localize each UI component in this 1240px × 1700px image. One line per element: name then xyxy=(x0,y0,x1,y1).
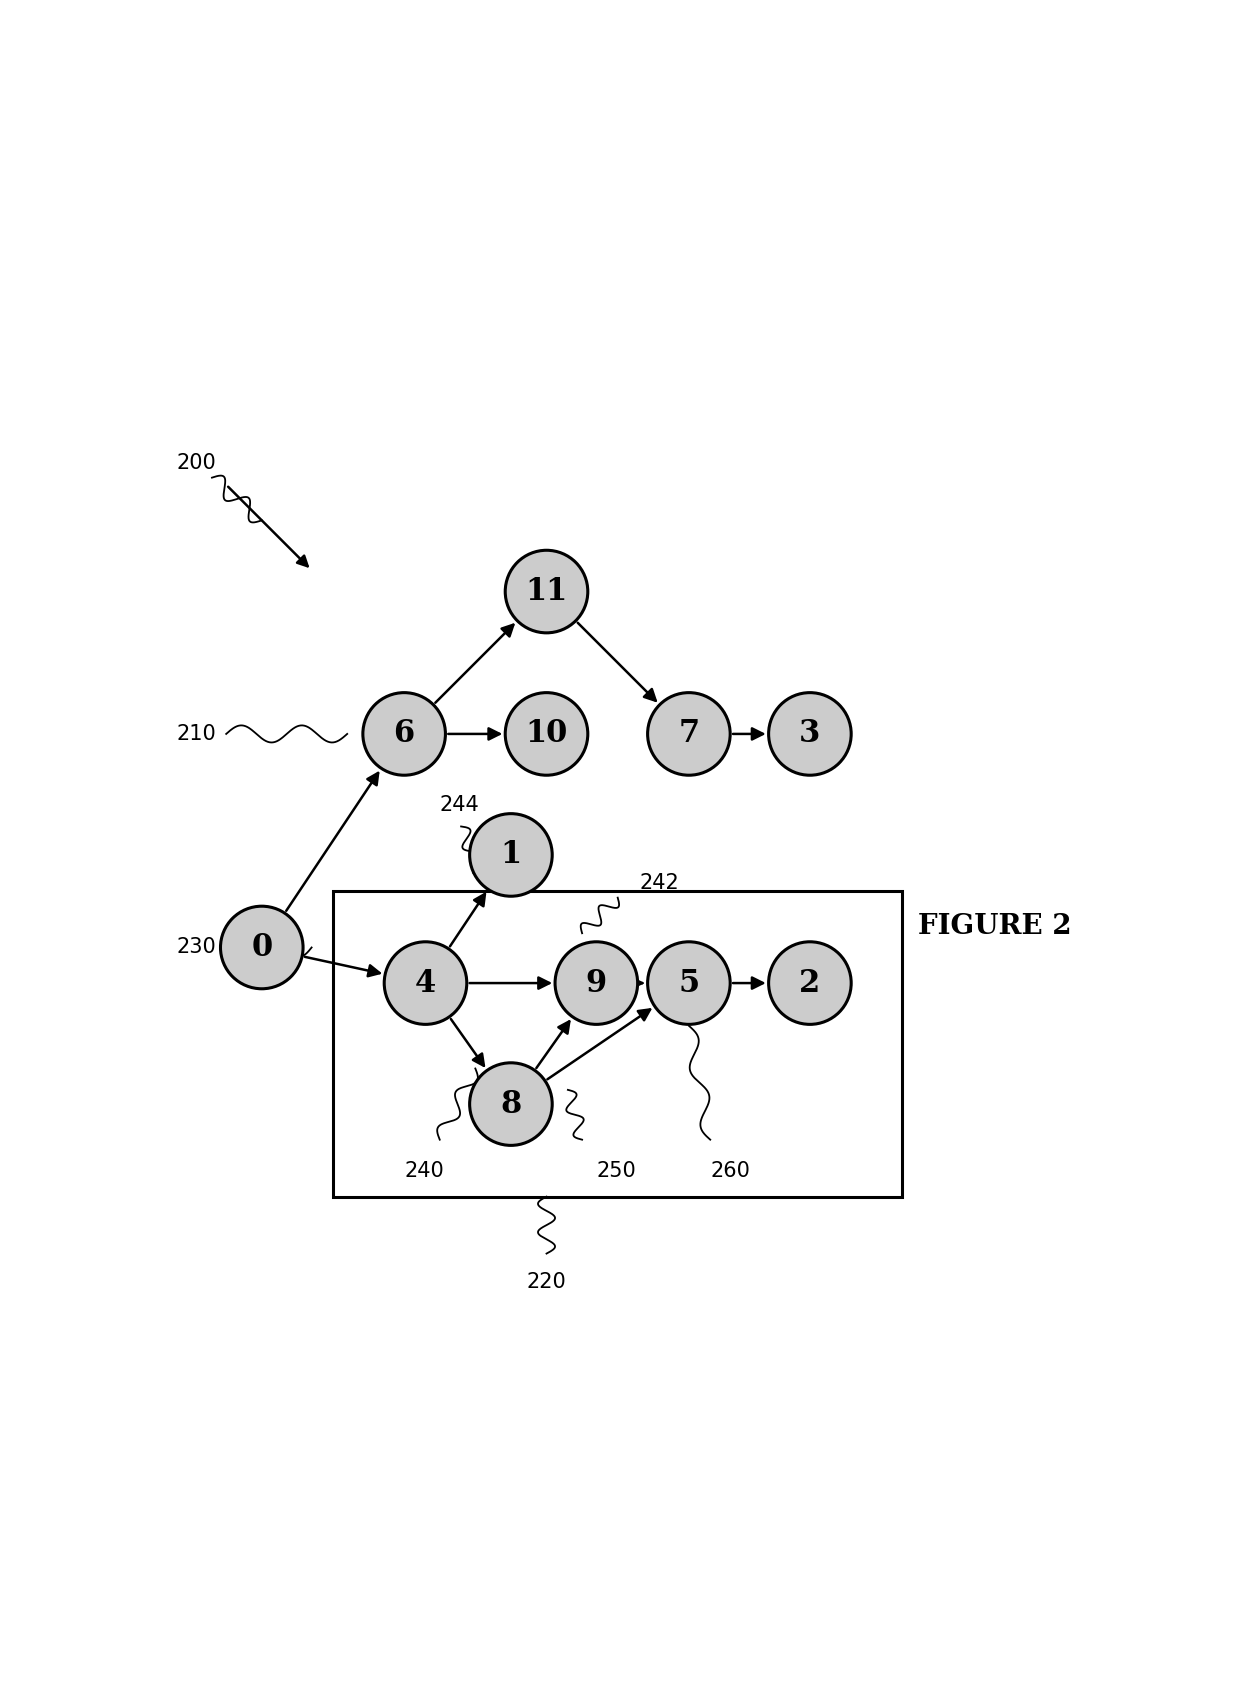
Text: 210: 210 xyxy=(176,724,216,745)
Circle shape xyxy=(470,814,552,896)
Circle shape xyxy=(470,1062,552,1146)
Circle shape xyxy=(505,551,588,632)
Circle shape xyxy=(647,942,730,1025)
Circle shape xyxy=(769,942,851,1025)
Text: 244: 244 xyxy=(440,796,480,814)
Text: 8: 8 xyxy=(500,1088,522,1120)
Text: 230: 230 xyxy=(176,937,216,957)
Circle shape xyxy=(221,906,303,989)
Text: 7: 7 xyxy=(678,719,699,750)
Text: 200: 200 xyxy=(176,454,216,473)
Circle shape xyxy=(384,942,466,1025)
Text: 250: 250 xyxy=(596,1161,636,1182)
Text: FIGURE 2: FIGURE 2 xyxy=(918,913,1071,940)
Circle shape xyxy=(363,692,445,775)
Text: 5: 5 xyxy=(678,967,699,998)
Text: 10: 10 xyxy=(526,719,568,750)
Text: 11: 11 xyxy=(526,576,568,607)
Circle shape xyxy=(556,942,637,1025)
Circle shape xyxy=(647,692,730,775)
Circle shape xyxy=(769,692,851,775)
Text: 242: 242 xyxy=(639,874,678,894)
Text: 260: 260 xyxy=(711,1161,750,1182)
Circle shape xyxy=(505,692,588,775)
Text: 2: 2 xyxy=(800,967,821,998)
Text: 6: 6 xyxy=(393,719,414,750)
Text: 3: 3 xyxy=(800,719,821,750)
Text: 9: 9 xyxy=(585,967,606,998)
Text: 220: 220 xyxy=(527,1272,567,1292)
Text: 240: 240 xyxy=(404,1161,444,1182)
Text: 4: 4 xyxy=(415,967,436,998)
Text: 1: 1 xyxy=(501,840,522,870)
Text: 0: 0 xyxy=(252,932,273,962)
